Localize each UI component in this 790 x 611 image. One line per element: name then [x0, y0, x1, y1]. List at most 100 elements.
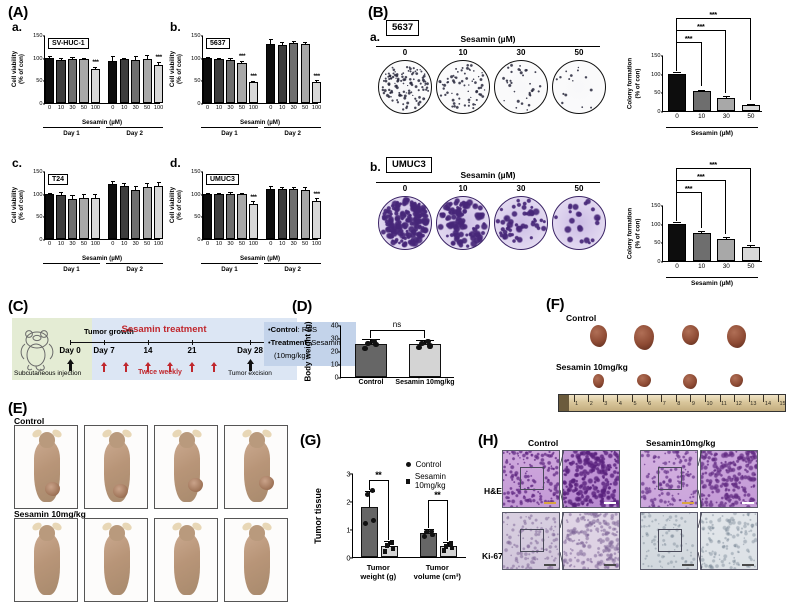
scale-bar	[604, 502, 616, 504]
bar	[741, 105, 760, 111]
x-tick-label: 100	[311, 241, 322, 247]
chart-sub-letter: d.	[170, 156, 181, 170]
y-tick-label: 150	[33, 33, 43, 39]
tumor-bulge	[113, 484, 128, 498]
y-tick-mark	[200, 171, 203, 173]
dose-label: 10	[458, 48, 468, 57]
ruler-tick	[588, 395, 590, 402]
y-tick-mark	[200, 80, 203, 82]
bar	[300, 190, 310, 239]
panel-b-row1-sub: a.	[370, 30, 381, 44]
y-tick-label: 50	[194, 78, 201, 85]
y-tick-label: 0	[39, 101, 43, 107]
ruler-tick	[705, 395, 706, 402]
error-cap	[291, 40, 296, 42]
ruler-number: 15	[779, 401, 786, 407]
sig-bracket-right	[725, 180, 727, 234]
y-tick-mark	[200, 194, 203, 196]
significance-marker: **	[434, 490, 441, 500]
excised-tumor	[634, 325, 654, 350]
error-cap	[384, 541, 394, 543]
ruler-tick	[719, 395, 721, 402]
ruler-tick	[748, 395, 750, 402]
significance-marker: **	[375, 470, 382, 480]
panel-h-row1-label: H&E	[484, 486, 502, 496]
y-axis-title: Cell viability (% of con)	[169, 186, 183, 224]
error-cap	[59, 58, 64, 60]
bar	[237, 62, 247, 103]
group-label-day1: Day 1	[63, 266, 80, 273]
error-bar	[725, 238, 727, 239]
bar	[692, 91, 711, 111]
y-tick-label: 10	[330, 361, 339, 369]
group-bracket-day2	[264, 127, 322, 129]
bar	[108, 61, 118, 103]
y-tick-label: 0	[197, 237, 201, 243]
error-cap	[698, 89, 706, 91]
magnification-inset-box	[658, 467, 682, 491]
sig-bracket-right	[725, 30, 727, 93]
x-axis-title: Sesamin (µM)	[690, 280, 734, 287]
dose-axis-title: Sesamin (µM)	[460, 34, 516, 44]
ruler-tick	[734, 395, 736, 402]
bar	[225, 193, 236, 239]
mouse-body	[104, 533, 130, 595]
error-bar	[701, 90, 703, 92]
y-tick-mark	[42, 171, 45, 173]
bar	[56, 195, 66, 239]
dose-axis-line	[376, 46, 600, 48]
data-point	[362, 345, 368, 351]
treatment-title: Sesamin treatment	[121, 324, 207, 335]
error-cap	[443, 541, 453, 543]
error-cap	[110, 55, 115, 57]
error-cap	[251, 80, 256, 82]
chart-body-weight: 0 10 20 30 40 Control Sesamin 10mg/kg Body weig…	[300, 318, 460, 398]
significance-marker: ***	[697, 172, 705, 181]
x-tick-label: 10	[121, 105, 128, 111]
mouse-photo	[84, 425, 148, 509]
cellline-label: 5637	[206, 38, 230, 49]
timeline-tick	[250, 339, 252, 345]
error-bar	[725, 97, 727, 98]
error-cap	[133, 186, 138, 188]
plot-area: 0 50 100 150 0 10 30 50 100 0 10 30 50 100	[33, 169, 163, 247]
group-bracket-day2	[106, 127, 164, 129]
dose-label: 30	[516, 184, 526, 193]
histology-image	[700, 512, 758, 570]
excised-tumor	[681, 325, 699, 345]
ruler-end	[559, 395, 569, 411]
data-point	[448, 541, 454, 546]
data-point	[425, 339, 431, 345]
panel-g-letter: (G)	[300, 432, 321, 449]
ruler-number: 8	[677, 401, 681, 407]
error-cap	[673, 222, 681, 224]
sig-bracket-left	[676, 18, 678, 71]
x-group-label: Tumor weight (g)	[360, 563, 397, 581]
x-tick-label: 10	[57, 105, 65, 111]
y-tick-mark	[338, 364, 341, 366]
chart-colony-5637: 0 50 100 150 0 10 30 50 Colony formation (% of co…	[627, 10, 768, 146]
bar	[289, 189, 299, 239]
x-tick-label: 0	[48, 105, 52, 111]
mouse-head	[249, 525, 265, 541]
y-tick-label: 50	[36, 78, 43, 85]
x-tick-label: 50	[238, 241, 246, 247]
error-cap	[362, 338, 380, 340]
ruler-number: 7	[662, 401, 666, 407]
error-cap	[228, 192, 233, 194]
group-label-day2: Day 2	[126, 130, 143, 137]
error-bar	[304, 188, 306, 191]
error-cap	[217, 57, 222, 59]
error-cap	[251, 201, 256, 203]
ruler-number: 5	[633, 401, 637, 407]
bar	[79, 59, 89, 103]
x-group-label: Tumor volume (cm³)	[413, 563, 461, 581]
y-tick-label: 150	[191, 169, 201, 175]
y-tick-mark	[200, 35, 203, 37]
bar	[153, 64, 164, 103]
sig-bracket	[427, 500, 447, 502]
sig-bracket-top	[676, 192, 701, 193]
mouse-head	[39, 525, 55, 541]
x-tick-label: 50	[144, 105, 151, 111]
error-bar	[281, 187, 283, 190]
